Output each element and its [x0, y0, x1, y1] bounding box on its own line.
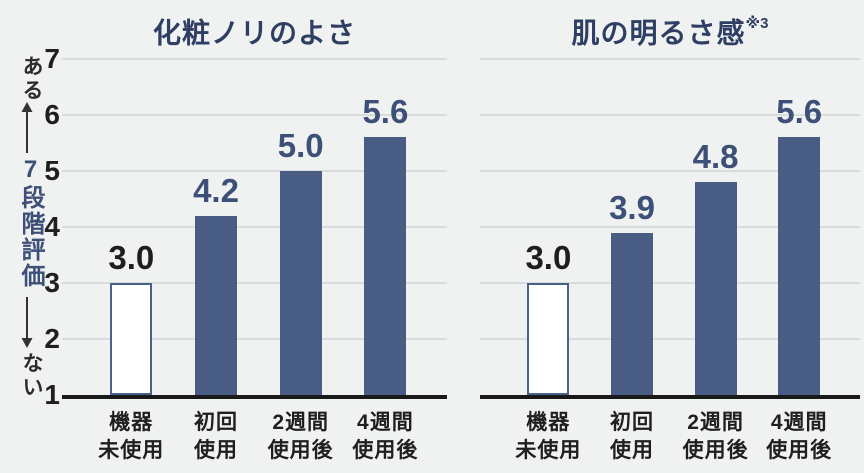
x-axis-label-line1: 4週間 [357, 411, 414, 434]
x-axis-label: 2週間使用後 [656, 409, 776, 465]
x-axis-label-line1: 機器 [109, 411, 154, 434]
bar-value-label: 5.6 [776, 93, 823, 131]
x-axis-label-line2: 使用後 [766, 439, 833, 462]
y-axis-tick: 3 [44, 267, 60, 298]
x-axis-label: 初回 使用 [572, 409, 692, 465]
x-axis-label: 初回 使用 [156, 409, 276, 465]
x-axis-label-line2: 使用 [610, 439, 654, 462]
right-chart-title: 肌の明るさ感※3 [480, 12, 860, 49]
y-axis-tick: 7 [44, 43, 60, 74]
left-chart-title: 化粧ノリのよさ [62, 12, 447, 49]
bar [364, 137, 407, 395]
bar-value-label: 3.0 [108, 239, 155, 276]
x-axis-label-line2: 使用 [194, 439, 238, 462]
gridline [480, 170, 860, 172]
y-axis-tick: 2 [44, 323, 60, 354]
x-axis-label: 機器 未使用 [71, 409, 191, 465]
down-arrow-icon [21, 297, 33, 348]
x-axis-label: 4週間使用後 [325, 409, 445, 465]
x-axis-label-line2: 使用後 [352, 439, 419, 462]
bar [527, 283, 570, 395]
y-axis-tick: 5 [44, 155, 60, 186]
left-chart-title-text: 化粧ノリのよさ [152, 17, 356, 49]
gridline [480, 226, 860, 228]
x-axis-label-line1: 2週間 [687, 411, 744, 434]
bar-value-label: 5.0 [277, 127, 324, 164]
x-axis-label-line1: 機器 [526, 411, 571, 434]
y-axis-tick: 6 [44, 99, 60, 130]
bar-value-label: 3.0 [525, 239, 572, 276]
gridline [62, 114, 447, 116]
gridline [62, 226, 447, 228]
gridline [480, 338, 860, 340]
plot-area: 3.0 3.9 4.8 5.6 [480, 58, 860, 399]
x-axis-label: 2週間使用後 [241, 409, 361, 465]
right-chart-title-text: 肌の明るさ感 [571, 17, 746, 49]
x-axis-label-line2: 使用後 [682, 439, 749, 462]
bar [778, 137, 821, 395]
gridline [62, 282, 447, 284]
y-axis-high-label: ある [20, 55, 43, 103]
bar [195, 215, 237, 395]
bar [611, 232, 653, 395]
x-axis-label-line1: 初回 [610, 411, 654, 434]
bar [694, 182, 737, 395]
x-axis-label-line2: 未使用 [98, 439, 165, 462]
y-tick-column: 7 6 5 4 3 2 1 [28, 44, 60, 410]
bar-value-label: 4.8 [692, 138, 739, 176]
y-axis-tick: 1 [44, 379, 60, 410]
y-axis-low-label: ない [20, 352, 43, 400]
gridline [62, 338, 447, 340]
y-axis-tick: 4 [44, 211, 60, 242]
x-axis-label: 4週間使用後 [739, 409, 859, 465]
gridline [62, 58, 447, 60]
x-axis-label-line2: 未使用 [515, 439, 582, 462]
bar-value-label: 4.2 [193, 171, 239, 209]
bar [279, 171, 322, 395]
gridline [480, 282, 860, 284]
bar-value-label: 5.6 [362, 93, 409, 131]
left-chart: 3.0 4.2 5.0 5.6 機器 未使用 初回 使用 2週間 使用後 4週間 使用後 [62, 58, 447, 473]
gridline [480, 58, 860, 60]
gridline [480, 114, 860, 116]
gridline [62, 170, 447, 172]
y-axis-scale-label: 7段階評価 [17, 156, 44, 289]
right-chart-title-note: ※3 [745, 15, 769, 32]
x-axis-label-line1: 2週間 [272, 411, 330, 434]
right-chart: 3.0 3.9 4.8 5.6 機器 未使用 初回 使用 2週間 使用後 4週間 使用後 [480, 58, 860, 473]
x-axis-label-line1: 4週間 [770, 411, 828, 434]
bar [110, 283, 153, 395]
plot-area: 3.0 4.2 5.0 5.6 [62, 58, 447, 399]
x-axis-label-line1: 初回 [194, 411, 238, 434]
x-axis-label: 機器 未使用 [488, 409, 608, 465]
x-axis-labels: 機器 未使用 初回 使用 2週間 使用後 4週間 使用後 [480, 409, 860, 473]
x-axis-label-line2: 使用後 [267, 439, 334, 462]
up-arrow-icon [21, 102, 33, 153]
bar-value-label: 3.9 [609, 188, 655, 226]
x-axis-labels: 機器 未使用 初回 使用 2週間 使用後 4週間 使用後 [62, 409, 447, 473]
